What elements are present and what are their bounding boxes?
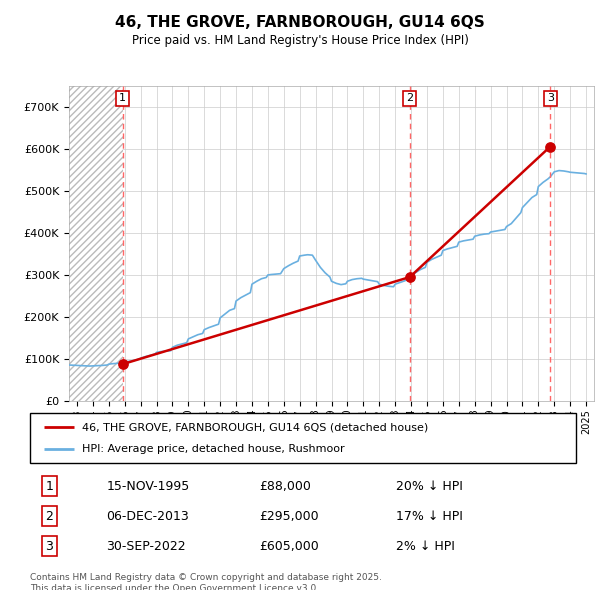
Text: £295,000: £295,000 bbox=[259, 510, 319, 523]
Text: 17% ↓ HPI: 17% ↓ HPI bbox=[396, 510, 463, 523]
Text: 1: 1 bbox=[45, 480, 53, 493]
Text: £88,000: £88,000 bbox=[259, 480, 311, 493]
Bar bbox=[69, 86, 122, 401]
Text: Price paid vs. HM Land Registry's House Price Index (HPI): Price paid vs. HM Land Registry's House … bbox=[131, 34, 469, 47]
FancyBboxPatch shape bbox=[30, 413, 576, 463]
Text: HPI: Average price, detached house, Rushmoor: HPI: Average price, detached house, Rush… bbox=[82, 444, 344, 454]
Text: 1: 1 bbox=[119, 93, 126, 103]
Text: 2: 2 bbox=[45, 510, 53, 523]
Text: 3: 3 bbox=[547, 93, 554, 103]
Text: £605,000: £605,000 bbox=[259, 540, 319, 553]
Text: Contains HM Land Registry data © Crown copyright and database right 2025.
This d: Contains HM Land Registry data © Crown c… bbox=[30, 573, 382, 590]
Point bbox=[118, 359, 127, 369]
Text: 15-NOV-1995: 15-NOV-1995 bbox=[106, 480, 190, 493]
Text: 3: 3 bbox=[45, 540, 53, 553]
Text: 2% ↓ HPI: 2% ↓ HPI bbox=[396, 540, 455, 553]
Point bbox=[405, 273, 415, 282]
Point bbox=[545, 142, 555, 151]
Text: 2: 2 bbox=[406, 93, 413, 103]
Text: 06-DEC-2013: 06-DEC-2013 bbox=[106, 510, 189, 523]
Text: 30-SEP-2022: 30-SEP-2022 bbox=[106, 540, 186, 553]
Text: 46, THE GROVE, FARNBOROUGH, GU14 6QS: 46, THE GROVE, FARNBOROUGH, GU14 6QS bbox=[115, 15, 485, 30]
Text: 46, THE GROVE, FARNBOROUGH, GU14 6QS (detached house): 46, THE GROVE, FARNBOROUGH, GU14 6QS (de… bbox=[82, 422, 428, 432]
Text: 20% ↓ HPI: 20% ↓ HPI bbox=[396, 480, 463, 493]
